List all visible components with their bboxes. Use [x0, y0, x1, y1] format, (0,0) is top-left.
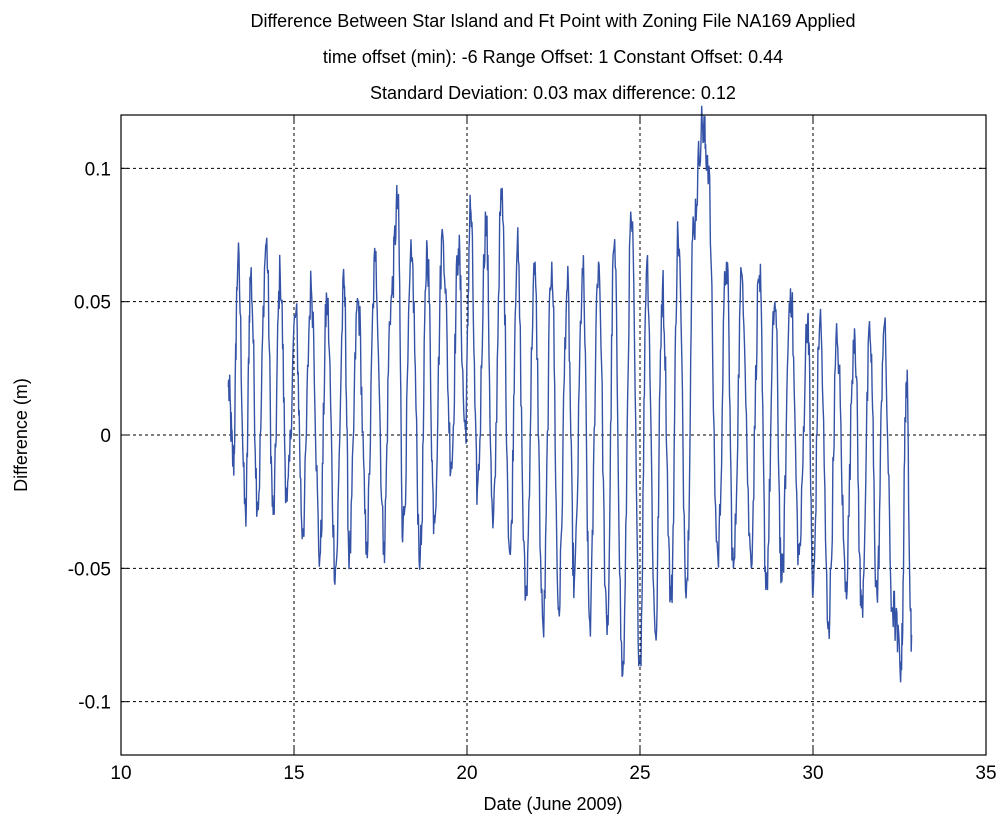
- series-line: [227, 105, 913, 683]
- chart-title: Difference Between Star Island and Ft Po…: [250, 11, 855, 103]
- axis-ticks: [120, 115, 987, 755]
- y-tick-label: 0: [100, 426, 111, 447]
- y-tick-label: -0.05: [68, 559, 111, 580]
- chart-title-line-2: time offset (min): -6 Range Offset: 1 Co…: [323, 47, 783, 67]
- y-tick-label: 0.1: [85, 159, 111, 180]
- chart-title-line-1: Difference Between Star Island and Ft Po…: [250, 11, 855, 31]
- x-tick-label: 25: [629, 763, 650, 784]
- series-group: [227, 105, 913, 683]
- chart-title-line-3: Standard Deviation: 0.03 max difference:…: [370, 83, 736, 103]
- x-tick-label: 20: [456, 763, 477, 784]
- y-tick-labels: -0.1 -0.05 0 0.05 0.1: [68, 159, 111, 713]
- y-tick-label: 0.05: [74, 293, 111, 314]
- x-tick-label: 35: [975, 763, 996, 784]
- x-tick-label: 30: [802, 763, 823, 784]
- y-tick-label: -0.1: [78, 693, 111, 714]
- x-axis-label: Date (June 2009): [483, 794, 622, 814]
- grid-lines: [121, 115, 986, 755]
- x-tick-label: 15: [283, 763, 304, 784]
- x-tick-labels: 10 15 20 25 30 35: [110, 763, 996, 784]
- x-tick-label: 10: [110, 763, 131, 784]
- y-axis-label: Difference (m): [11, 378, 31, 492]
